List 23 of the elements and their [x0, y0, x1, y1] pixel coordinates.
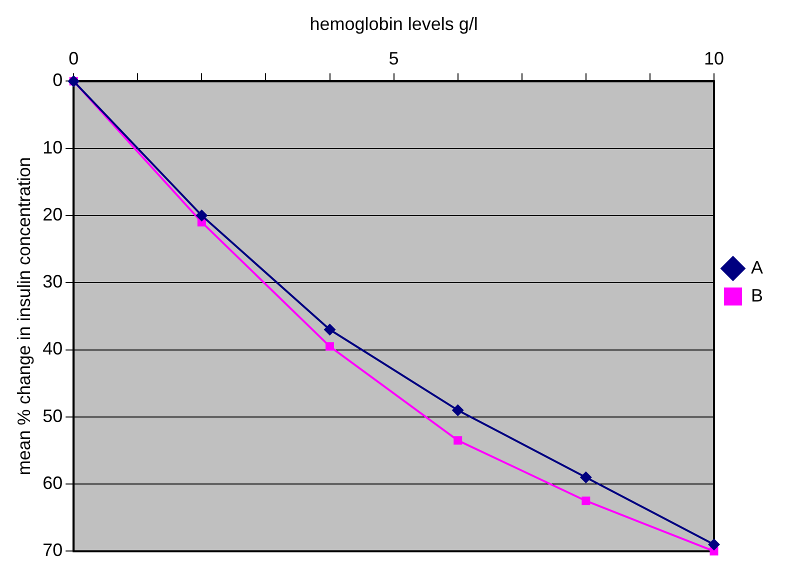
legend-label: A: [750, 257, 764, 278]
point: [580, 471, 592, 484]
x-tick-label: 5: [388, 48, 399, 68]
point: [452, 404, 464, 416]
point: [454, 436, 462, 445]
point: [326, 342, 334, 351]
y-tick-label: 60: [42, 473, 63, 494]
y-tick-label: 0: [52, 70, 63, 90]
x-tick-label: 0: [68, 48, 79, 68]
point: [582, 496, 590, 506]
x-axis-title: hemoglobin levels g/l: [310, 14, 478, 34]
y-tick-label: 70: [42, 540, 63, 560]
y-tick-label: 20: [42, 204, 63, 224]
point: [324, 324, 336, 336]
legend-label: B: [750, 285, 764, 306]
y-tick-label: 40: [42, 338, 63, 359]
y-tick-label: 30: [42, 272, 63, 292]
y-tick-label: 50: [42, 406, 63, 426]
y-tick-label: 10: [42, 137, 63, 158]
point: [196, 209, 208, 222]
point: [708, 538, 720, 550]
y-axis-title: mean % change in insulin concentration: [14, 157, 34, 476]
x-tick-label: 10: [704, 48, 724, 68]
